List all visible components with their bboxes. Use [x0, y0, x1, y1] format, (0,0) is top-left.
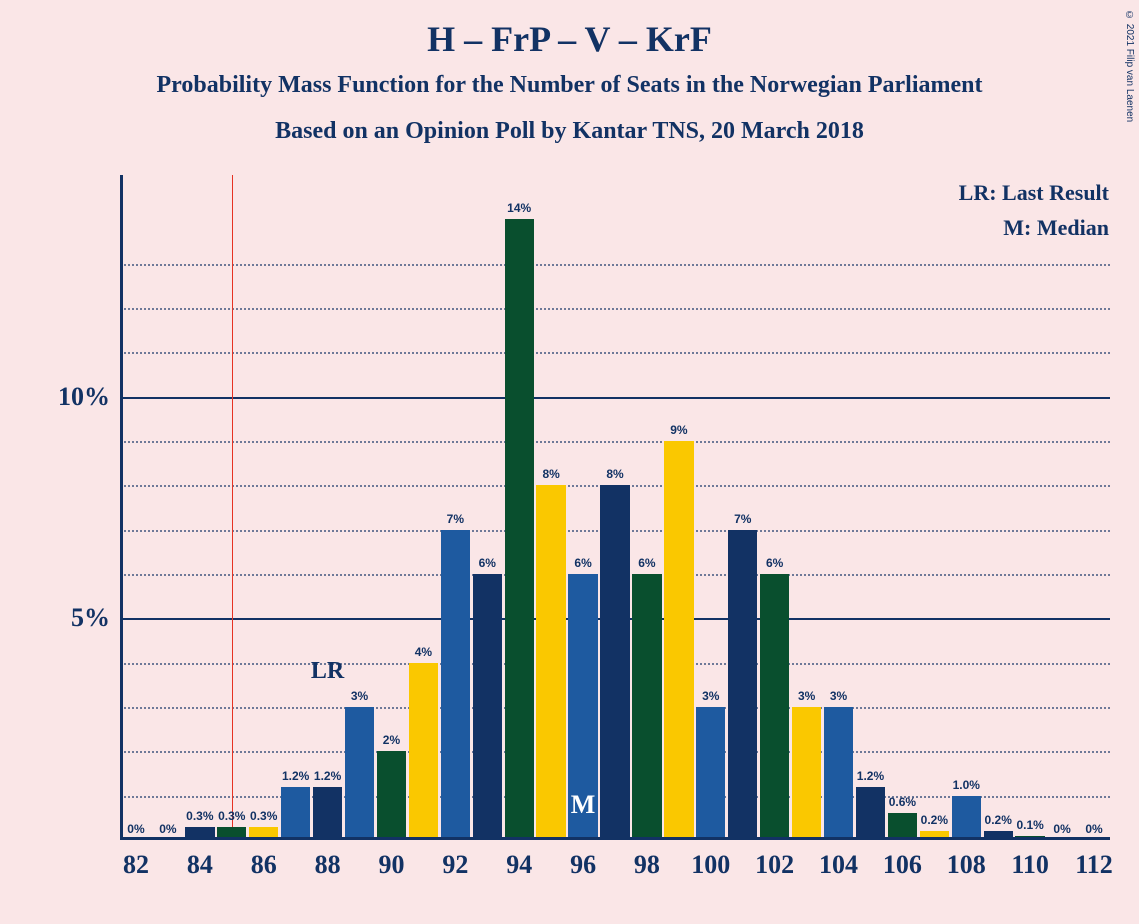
- gridline-minor: [120, 264, 1110, 266]
- last-result-line: [232, 175, 233, 840]
- bar: [856, 787, 885, 840]
- bar-value-label: 3%: [702, 689, 719, 703]
- bar-value-label: 0%: [1053, 822, 1070, 836]
- bar-value-label: 14%: [507, 201, 531, 215]
- bar: [505, 219, 534, 840]
- bar: [409, 663, 438, 840]
- x-axis-tick-label: 88: [315, 850, 341, 880]
- bar-value-label: 0%: [127, 822, 144, 836]
- gridline-major: [120, 397, 1110, 399]
- copyright-text: © 2021 Filip van Laenen: [1124, 10, 1135, 122]
- chart-title: H – FrP – V – KrF: [0, 18, 1139, 60]
- bar: [888, 813, 917, 840]
- bar: [536, 485, 565, 840]
- x-axis-tick-label: 84: [187, 850, 213, 880]
- x-axis-tick-label: 92: [442, 850, 468, 880]
- bar: [952, 796, 981, 840]
- x-axis-tick-label: 86: [251, 850, 277, 880]
- bar-value-label: 0.3%: [218, 809, 245, 823]
- bar-value-label: 3%: [351, 689, 368, 703]
- bar-value-label: 0%: [159, 822, 176, 836]
- bar: [792, 707, 821, 840]
- plot-area: 0% 0% 0.3% 0.3% 0.3% 1.2% 1.2% 3% 2% 4% 7% 6% 14% 8% 6…: [120, 175, 1110, 840]
- bar-value-label: 8%: [542, 467, 559, 481]
- gridline-minor: [120, 308, 1110, 310]
- bar-value-label: 0%: [1085, 822, 1102, 836]
- lr-label: LR: [311, 658, 344, 685]
- bar-value-label: 1.2%: [282, 769, 309, 783]
- bar-value-label: 1.2%: [314, 769, 341, 783]
- bar: [600, 485, 629, 840]
- bar: [824, 707, 853, 840]
- bar-value-label: 3%: [830, 689, 847, 703]
- bar-value-label: 1.2%: [857, 769, 884, 783]
- bar-value-label: 1.0%: [953, 778, 980, 792]
- x-axis-tick-label: 90: [378, 850, 404, 880]
- bar-value-label: 7%: [734, 512, 751, 526]
- bar-value-label: 9%: [670, 423, 687, 437]
- bar-value-label: 6%: [574, 556, 591, 570]
- bar-value-label: 4%: [415, 645, 432, 659]
- bar-value-label: 6%: [479, 556, 496, 570]
- bar: [760, 574, 789, 840]
- bar: [664, 441, 693, 840]
- x-axis-tick-label: 94: [506, 850, 532, 880]
- bar: [345, 707, 374, 840]
- x-axis-tick-label: 82: [123, 850, 149, 880]
- bar-value-label: 0.3%: [250, 809, 277, 823]
- bar: [281, 787, 310, 840]
- bar-value-label: 3%: [798, 689, 815, 703]
- bar: [377, 751, 406, 840]
- y-axis-tick-label: 5%: [71, 603, 110, 633]
- chart-subtitle-1: Probability Mass Function for the Number…: [0, 72, 1139, 99]
- bar-value-label: 2%: [383, 733, 400, 747]
- bar: [473, 574, 502, 840]
- bar-value-label: 7%: [447, 512, 464, 526]
- x-axis-tick-label: 112: [1075, 850, 1113, 880]
- bar-value-label: 6%: [766, 556, 783, 570]
- y-axis-line: [120, 175, 123, 840]
- bar: [728, 530, 757, 840]
- bar: [632, 574, 661, 840]
- x-axis-line: [120, 837, 1110, 840]
- x-axis-tick-label: 96: [570, 850, 596, 880]
- x-axis-tick-label: 110: [1011, 850, 1049, 880]
- x-axis-tick-label: 102: [755, 850, 794, 880]
- chart-subtitle-2: Based on an Opinion Poll by Kantar TNS, …: [0, 118, 1139, 145]
- x-axis-tick-label: 106: [883, 850, 922, 880]
- bar-value-label: 0.2%: [921, 813, 948, 827]
- gridline-minor: [120, 441, 1110, 443]
- bar: [696, 707, 725, 840]
- x-axis-tick-label: 104: [819, 850, 858, 880]
- bar-value-label: 0.1%: [1016, 818, 1043, 832]
- bar: [441, 530, 470, 840]
- bar-value-label: 0.2%: [985, 813, 1012, 827]
- bar-value-label: 0.3%: [186, 809, 213, 823]
- bar-value-label: 0.6%: [889, 795, 916, 809]
- x-axis-tick-label: 108: [947, 850, 986, 880]
- bar-value-label: 6%: [638, 556, 655, 570]
- y-axis-tick-label: 10%: [58, 382, 110, 412]
- gridline-minor: [120, 352, 1110, 354]
- bar: [313, 787, 342, 840]
- median-label: M: [571, 790, 596, 820]
- x-axis-tick-label: 100: [691, 850, 730, 880]
- x-axis-tick-label: 98: [634, 850, 660, 880]
- bar-value-label: 8%: [606, 467, 623, 481]
